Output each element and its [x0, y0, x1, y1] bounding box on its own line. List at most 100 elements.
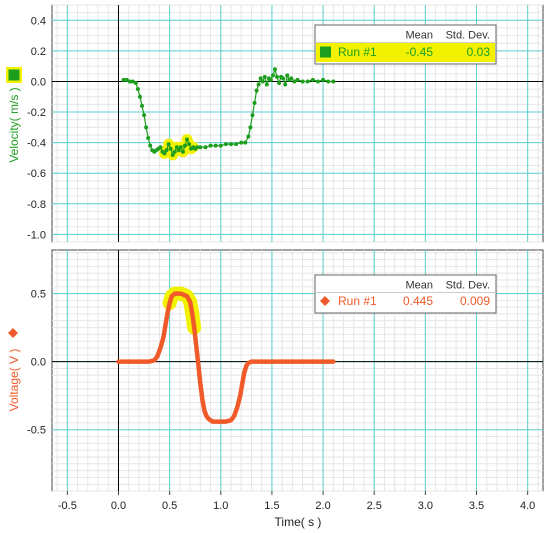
velocity-series-square-icon — [8, 69, 20, 81]
velocity-data-point — [135, 87, 140, 92]
velocity-data-point — [218, 143, 223, 148]
velocity-y-tick-labels: 0.4 0.2 0.0 -0.2 -0.4 -0.6 -0.8 -1.0 — [27, 15, 46, 241]
voltage-legend-std-header: Std. Dev. — [446, 280, 490, 292]
velocity-data-point — [187, 142, 192, 147]
voltage-y-tick-label: 0.0 — [31, 357, 46, 369]
velocity-data-point — [162, 151, 167, 156]
velocity-data-point — [248, 125, 253, 130]
voltage-y-tick-labels: 0.5 0.0 -0.5 — [27, 289, 46, 437]
velocity-data-point — [262, 74, 267, 79]
velocity-data-point — [234, 142, 239, 147]
velocity-data-point — [203, 145, 208, 150]
x-tick-label: 1.5 — [264, 500, 279, 512]
velocity-data-point — [292, 79, 297, 84]
velocity-data-point — [144, 125, 149, 130]
voltage-legend-mean-value: 0.445 — [403, 294, 433, 308]
velocity-data-point — [146, 136, 151, 141]
velocity-data-point — [195, 145, 200, 150]
velocity-data-point — [283, 82, 288, 87]
voltage-data — [116, 286, 336, 424]
velocity-data-point — [326, 79, 331, 84]
velocity-legend-std-header: Std. Dev. — [446, 30, 490, 42]
x-tick-label: 0.5 — [162, 500, 177, 512]
velocity-data-point — [180, 149, 185, 154]
velocity-data-point — [331, 79, 336, 84]
velocity-y-tick-label: -0.2 — [27, 107, 46, 119]
velocity-data-point — [174, 145, 179, 150]
velocity-data-point — [300, 79, 305, 84]
velocity-data-point — [285, 73, 290, 78]
velocity-data-point — [256, 82, 261, 87]
velocity-data-point — [142, 113, 147, 118]
velocity-legend-run-label: Run #1 — [338, 45, 377, 59]
x-tick-label: 1.0 — [213, 500, 228, 512]
x-tick-label: 2.0 — [315, 500, 330, 512]
velocity-data-point — [270, 73, 275, 78]
voltage-legend-std-value: 0.009 — [460, 294, 490, 308]
velocity-data-point — [321, 77, 326, 82]
voltage-y-tick-label: -0.5 — [27, 425, 46, 437]
velocity-data-point — [268, 77, 273, 82]
velocity-data-point — [182, 143, 187, 148]
velocity-data-point — [246, 134, 251, 139]
velocity-data-point — [252, 100, 257, 105]
velocity-data — [121, 67, 336, 161]
voltage-legend: Mean Std. Dev. Run #1 0.445 0.009 — [314, 274, 497, 314]
velocity-legend-std-value: 0.03 — [467, 45, 491, 59]
velocity-data-point — [172, 149, 177, 154]
voltage-panel: 0.5 0.0 -0.5 Voltage( V ) Mean Std. Dev. R… — [7, 249, 544, 492]
velocity-data-point — [281, 76, 286, 81]
velocity-data-point — [121, 77, 126, 82]
velocity-data-point — [130, 79, 135, 84]
velocity-data-point — [305, 79, 310, 84]
velocity-data-point — [254, 88, 259, 93]
voltage-y-tick-label: 0.5 — [31, 289, 46, 301]
velocity-y-tick-label: -0.4 — [27, 138, 46, 150]
velocity-data-point — [275, 74, 280, 79]
velocity-data-point — [260, 79, 265, 84]
velocity-data-point — [239, 140, 244, 145]
voltage-legend-diamond-icon — [320, 296, 330, 306]
velocity-data-point — [133, 80, 138, 85]
x-axis-title: Time( s ) — [275, 515, 322, 529]
velocity-data-point — [258, 76, 263, 81]
velocity-data-point — [168, 146, 173, 151]
x-tick-label: 2.5 — [367, 500, 382, 512]
velocity-axis-title: Velocity( m/s ) — [7, 87, 21, 162]
x-tick-label: 3.5 — [469, 500, 484, 512]
x-tick-label: 4.0 — [520, 500, 535, 512]
velocity-data-point — [148, 143, 153, 148]
velocity-panel: 0.4 0.2 0.0 -0.2 -0.4 -0.6 -0.8 -1.0 Velocity( … — [6, 4, 544, 243]
velocity-y-tick-label: 0.4 — [31, 15, 46, 27]
velocity-data-point — [277, 80, 282, 85]
velocity-y-tick-label: -0.8 — [27, 199, 46, 211]
velocity-data-point — [185, 137, 190, 142]
x-tick-label: -0.5 — [58, 500, 77, 512]
velocity-data-point — [250, 113, 255, 118]
velocity-data-point — [198, 145, 203, 150]
velocity-legend: Mean Std. Dev. Run #1 -0.45 0.03 — [314, 24, 497, 65]
velocity-data-point — [127, 79, 132, 84]
velocity-data-point — [229, 142, 234, 147]
voltage-series-line — [116, 291, 336, 424]
voltage-axis-title: Voltage( V ) — [7, 349, 21, 412]
velocity-data-point — [272, 67, 277, 72]
x-tick-label: 3.0 — [418, 500, 433, 512]
velocity-legend-square-icon — [320, 46, 331, 58]
velocity-data-point — [264, 82, 269, 87]
velocity-legend-mean-header: Mean — [405, 30, 433, 42]
velocity-legend-row-highlight[interactable] — [316, 43, 495, 62]
velocity-data-point — [164, 148, 169, 153]
x-tick-label: 0.0 — [111, 500, 126, 512]
velocity-data-point — [289, 76, 294, 81]
velocity-y-tick-label: -0.6 — [27, 168, 46, 180]
velocity-y-tick-label: 0.2 — [31, 46, 46, 58]
x-axis-ticks: -0.5 0.0 0.5 1.0 1.5 2.0 2.5 3.0 3.5 4.0 — [58, 491, 535, 512]
velocity-data-point — [310, 77, 315, 82]
velocity-data-point — [166, 142, 171, 147]
voltage-series-diamond-icon[interactable] — [8, 328, 18, 338]
velocity-data-point — [223, 142, 228, 147]
voltage-legend-run-label: Run #1 — [338, 294, 377, 308]
velocity-ylabel-group: Velocity( m/s ) — [6, 67, 22, 163]
